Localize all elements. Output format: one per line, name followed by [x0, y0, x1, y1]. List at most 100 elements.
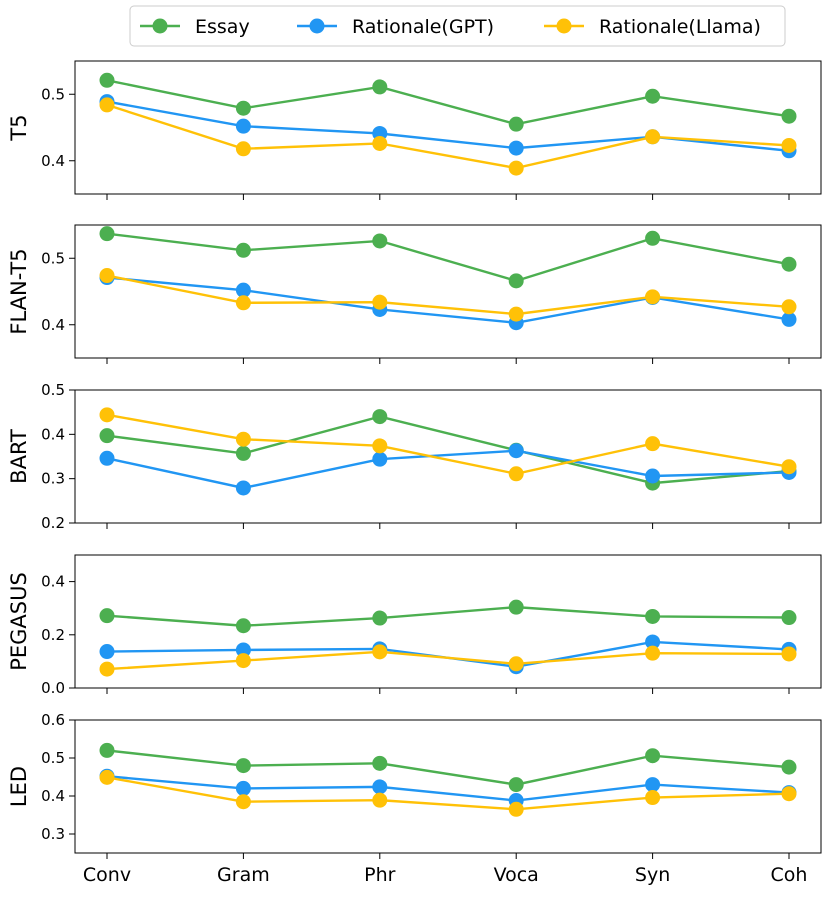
data-point: [645, 608, 661, 624]
legend-entry-rationale-llama: Rationale(Llama): [544, 16, 761, 38]
y-axis-label: BART: [7, 429, 31, 484]
data-point: [372, 79, 388, 95]
series-line: [106, 605, 790, 627]
y-axis-label: LED: [7, 766, 31, 807]
data-point: [508, 599, 524, 615]
data-point: [781, 108, 797, 124]
data-point: [372, 135, 388, 151]
data-point: [508, 801, 524, 817]
x-tick-label: Phr: [364, 864, 395, 886]
data-point: [372, 610, 388, 626]
legend-label: Essay: [195, 16, 250, 38]
legend-marker: [309, 18, 325, 34]
series-rationale-llama: [99, 769, 797, 817]
y-tick-label: 0.5: [41, 249, 65, 267]
legend-box: [129, 5, 786, 47]
series-rationale-llama: [99, 644, 797, 677]
plot-frame: [74, 60, 822, 195]
data-point: [372, 451, 388, 467]
data-point: [645, 748, 661, 764]
data-point: [235, 642, 251, 658]
data-point: [781, 786, 797, 802]
legend-entry-rationale-gpt: Rationale(GPT): [297, 16, 494, 38]
y-tick-label: 0.4: [41, 787, 65, 805]
panel-led: 0.3 0.4 0.5 0.6 LED Conv Gram Phr Voca Syn Coh: [7, 711, 822, 886]
y-tick-label: 0.3: [41, 825, 65, 843]
y-tick-label: 0.3: [41, 470, 65, 488]
data-point: [99, 226, 115, 242]
series-line: [106, 274, 790, 316]
series-essay: [99, 742, 797, 793]
series-rationale-gpt: [99, 443, 797, 496]
data-point: [235, 618, 251, 634]
data-point: [508, 656, 524, 672]
data-point: [235, 242, 251, 258]
y-axis-label: PEGASUS: [7, 572, 31, 671]
data-point: [508, 116, 524, 132]
data-point: [645, 436, 661, 452]
x-tick-label: Syn: [635, 864, 670, 886]
data-point: [235, 780, 251, 796]
y-tick-label: 0.2: [41, 514, 65, 532]
data-point: [235, 118, 251, 134]
data-point: [235, 445, 251, 461]
data-point: [645, 88, 661, 104]
data-point: [99, 450, 115, 466]
data-point: [372, 792, 388, 808]
series-line: [106, 232, 790, 283]
data-point: [781, 256, 797, 272]
data-point: [508, 140, 524, 156]
data-point: [235, 100, 251, 116]
data-point: [235, 480, 251, 496]
data-point: [235, 295, 251, 311]
plot-frame: [74, 719, 822, 854]
data-point: [99, 268, 115, 284]
plot-frame: [74, 389, 822, 524]
series-line: [106, 103, 790, 170]
panel-bart: 0.2 0.3 0.4 0.5 BART: [7, 381, 822, 532]
series-essay: [99, 72, 797, 132]
data-point: [645, 129, 661, 145]
series-rationale-llama: [99, 407, 797, 482]
series-essay: [99, 226, 797, 289]
series-line: [106, 413, 790, 476]
data-point: [372, 644, 388, 660]
y-tick-label: 0.5: [41, 749, 65, 767]
data-point: [99, 769, 115, 785]
panel-flan-t5: 0.4 0.5 FLAN-T5: [7, 224, 822, 364]
panel-pegasus: 0.0 0.2 0.4 PEGASUS: [7, 554, 822, 697]
series-line: [106, 776, 790, 811]
data-point: [99, 661, 115, 677]
data-point: [508, 777, 524, 793]
legend-label: Rationale(GPT): [352, 16, 494, 38]
legend-entry-essay: Essay: [140, 16, 250, 38]
data-point: [235, 431, 251, 447]
data-point: [508, 306, 524, 322]
series-rationale-gpt: [99, 768, 797, 809]
data-point: [645, 645, 661, 661]
data-point: [781, 610, 797, 626]
data-point: [508, 443, 524, 459]
data-point: [372, 294, 388, 310]
data-point: [372, 779, 388, 795]
data-point: [235, 282, 251, 298]
y-tick-label: 0.4: [41, 152, 65, 170]
series-line: [106, 415, 790, 485]
data-point: [645, 790, 661, 806]
y-tick-label: 0.5: [41, 85, 65, 103]
y-tick-label: 0.6: [41, 711, 65, 729]
series-line: [106, 650, 790, 671]
data-point: [99, 742, 115, 758]
data-point: [99, 644, 115, 660]
legend-marker: [152, 18, 168, 34]
data-point: [781, 459, 797, 475]
data-point: [235, 141, 251, 157]
series-line: [106, 749, 790, 786]
data-point: [235, 794, 251, 810]
data-point: [781, 299, 797, 315]
series-line: [106, 775, 790, 802]
data-point: [99, 72, 115, 88]
y-tick-label: 0.5: [41, 381, 65, 399]
series-rationale-llama: [99, 268, 797, 322]
